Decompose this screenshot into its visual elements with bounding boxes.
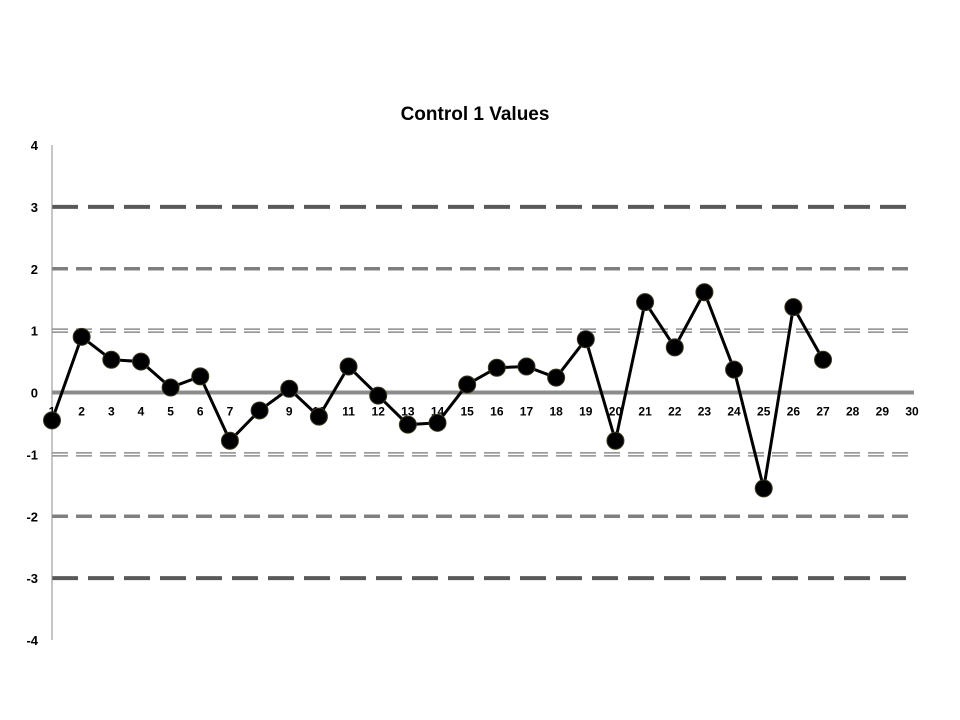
x-tick-label: 29	[876, 405, 890, 419]
data-point	[458, 375, 477, 394]
data-point	[309, 407, 328, 426]
y-tick-label: 2	[31, 262, 38, 277]
x-tick-label: 9	[286, 405, 293, 419]
data-point	[695, 283, 714, 302]
x-tick-label: 30	[905, 405, 919, 419]
data-point	[220, 431, 239, 450]
x-tick-label: 7	[227, 405, 234, 419]
x-tick-label: 5	[167, 405, 174, 419]
y-tick-label: 3	[31, 200, 38, 215]
x-tick-label: 6	[197, 405, 204, 419]
data-point	[665, 338, 684, 357]
data-point	[250, 401, 269, 420]
data-point	[784, 298, 803, 317]
x-tick-label: 11	[342, 405, 355, 419]
data-point	[280, 379, 299, 398]
data-point	[191, 367, 210, 386]
x-tick-label: 27	[816, 405, 830, 419]
data-point	[428, 413, 447, 432]
data-point	[754, 479, 773, 498]
data-point	[398, 415, 417, 434]
data-point	[517, 357, 536, 376]
x-tick-label: 23	[698, 405, 712, 419]
data-point	[161, 378, 180, 397]
y-tick-label: -2	[26, 509, 38, 524]
x-tick-label: 25	[757, 405, 771, 419]
y-tick-label: -3	[26, 571, 38, 586]
x-tick-label: 12	[372, 405, 386, 419]
x-tick-label: 3	[108, 405, 115, 419]
data-point	[725, 360, 744, 379]
x-tick-label: 15	[460, 405, 474, 419]
data-point	[487, 358, 506, 377]
data-point	[369, 386, 388, 405]
x-tick-label: 26	[787, 405, 801, 419]
x-tick-label: 17	[520, 405, 534, 419]
x-tick-label: 18	[549, 405, 563, 419]
y-tick-label: 4	[31, 138, 39, 153]
x-tick-label: 22	[668, 405, 682, 419]
x-tick-label: 13	[401, 405, 415, 419]
chart-title: Control 1 Values	[401, 104, 550, 125]
data-point	[339, 357, 358, 376]
x-tick-label: 16	[490, 405, 504, 419]
x-tick-label: 28	[846, 405, 860, 419]
data-point	[606, 431, 625, 450]
data-point	[814, 350, 833, 369]
x-tick-label: 24	[727, 405, 741, 419]
y-tick-label: -4	[26, 633, 38, 648]
y-tick-label: -1	[26, 447, 38, 462]
x-tick-label: 21	[638, 405, 652, 419]
x-tick-label: 2	[78, 405, 85, 419]
x-tick-label: 20	[609, 405, 623, 419]
data-point	[131, 352, 150, 371]
data-point	[576, 330, 595, 349]
y-tick-label: 1	[31, 324, 38, 339]
data-point	[547, 368, 566, 387]
x-tick-label: 19	[579, 405, 593, 419]
data-point	[102, 350, 121, 369]
data-point	[636, 293, 655, 312]
data-point	[72, 327, 91, 346]
data-point	[43, 411, 61, 430]
x-tick-label: 4	[138, 405, 145, 419]
y-tick-label: 0	[31, 386, 38, 401]
